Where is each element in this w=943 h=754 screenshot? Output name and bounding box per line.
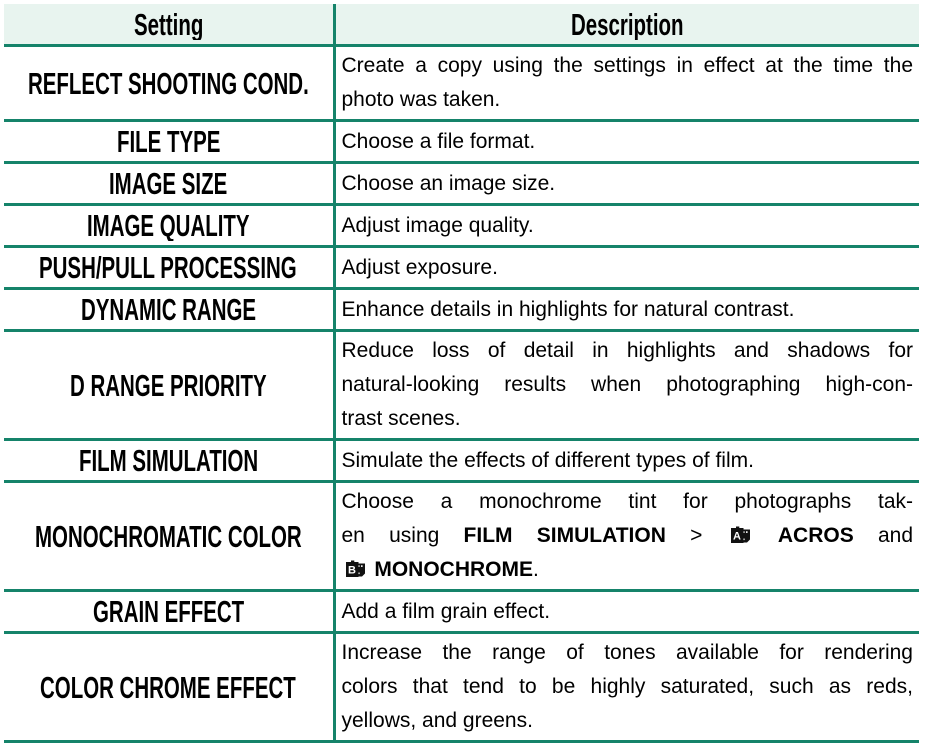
svg-text:B: B bbox=[348, 565, 356, 577]
svg-text:A: A bbox=[733, 531, 741, 543]
